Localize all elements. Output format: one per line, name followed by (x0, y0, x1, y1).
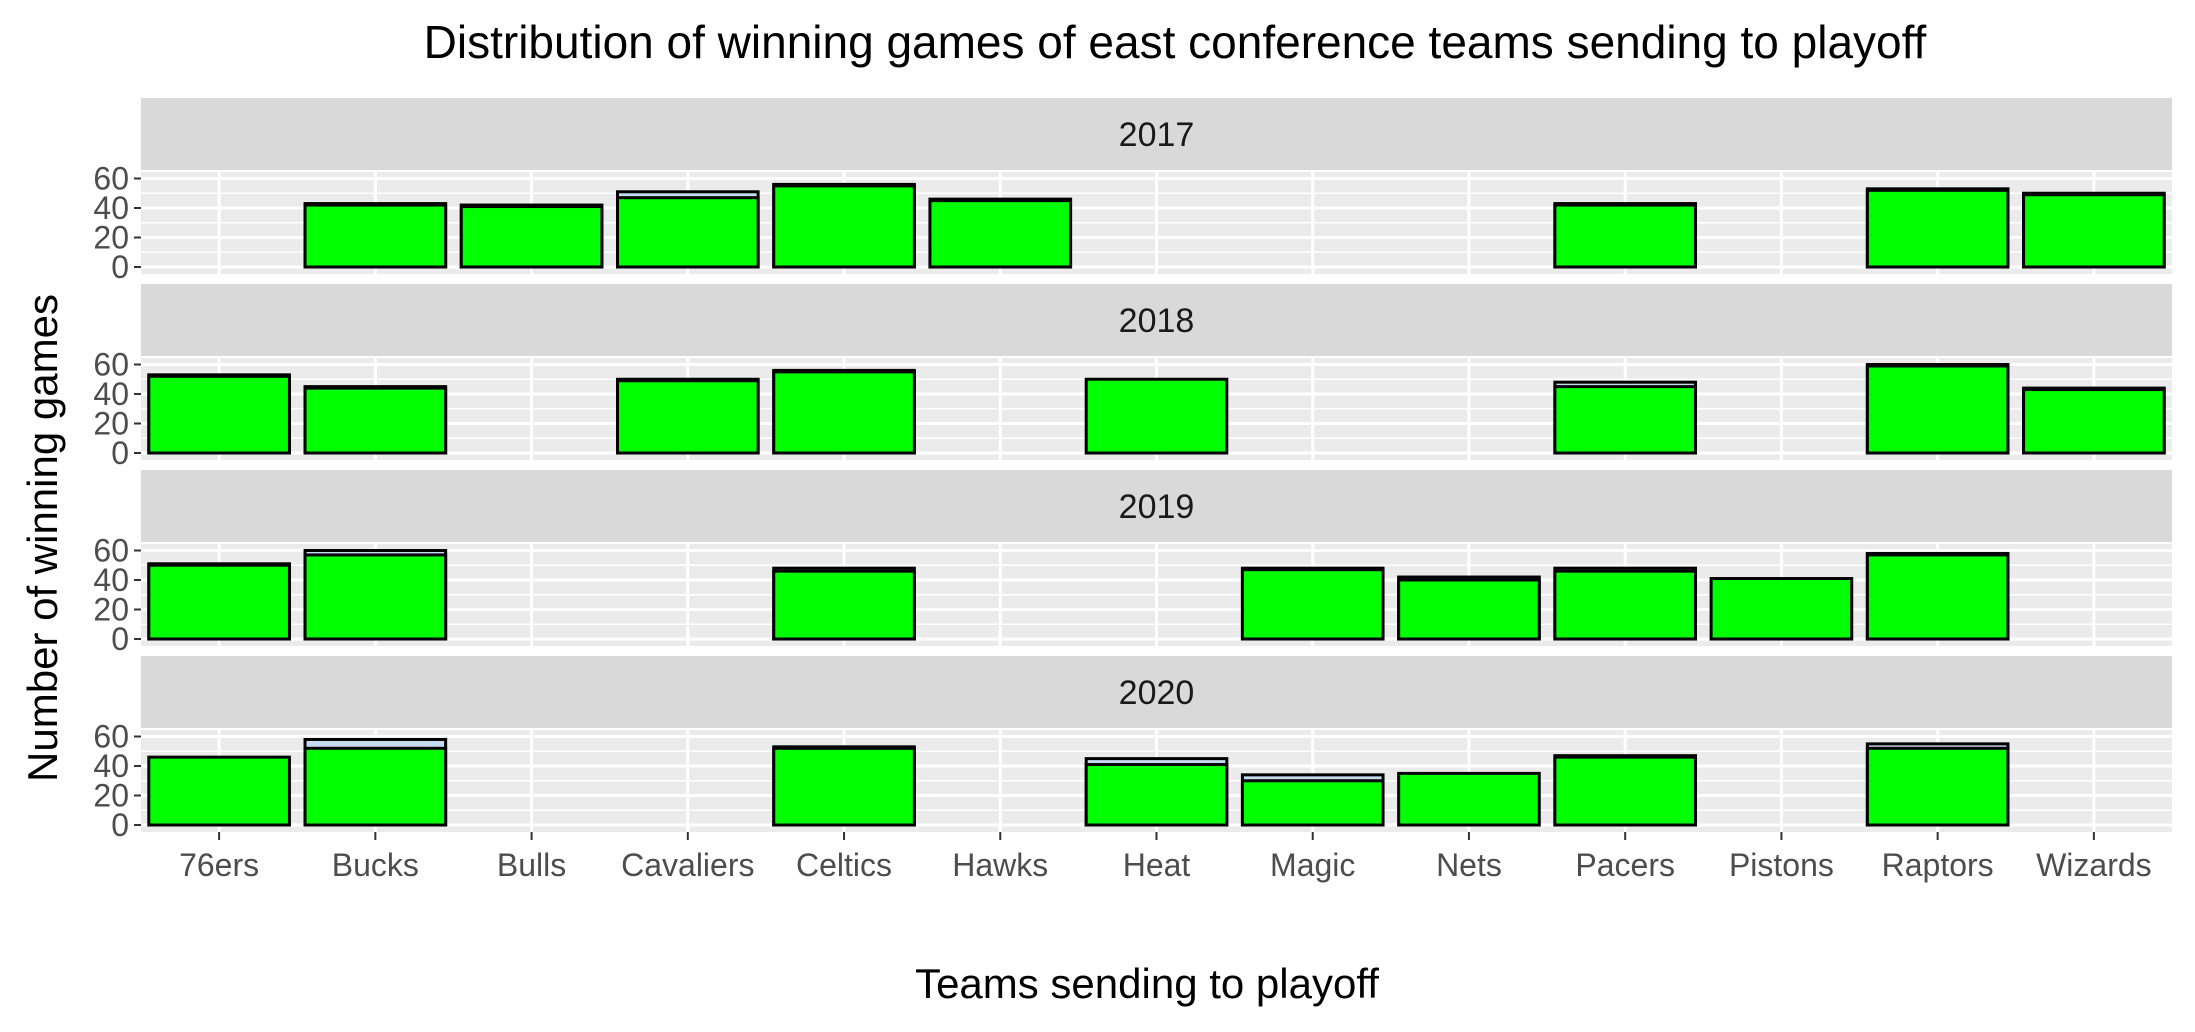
bar-celtics-2019 (772, 569, 916, 641)
y-tick-label: 60 (93, 719, 129, 755)
y-tick-label: 60 (93, 347, 129, 383)
bar-pacers-2019 (1553, 569, 1697, 641)
x-tick-label-magic: Magic (1270, 847, 1355, 883)
bar-raptors-2018 (1865, 364, 2010, 455)
bar-celtics-2017 (772, 184, 916, 269)
y-tick-label: 40 (93, 748, 129, 784)
x-tick-label-bulls: Bulls (497, 847, 566, 883)
facet-strip (141, 656, 2172, 728)
bar-cavaliers-2018 (616, 379, 760, 455)
x-tick-label-celtics: Celtics (796, 847, 892, 883)
x-axis-ticks: 76ers Bucks Bulls Cavaliers Celtics Hawks Heat… (179, 832, 2152, 883)
y-tick-label: 0 (111, 249, 129, 285)
y-tick-label: 0 (111, 435, 129, 471)
y-tick-label: 0 (111, 807, 129, 843)
bar-heat-2020 (1084, 763, 1229, 827)
facet-strip-label: 2020 (1119, 674, 1195, 712)
y-tick-label: 40 (93, 190, 129, 226)
facet-strip-label: 2018 (1119, 302, 1195, 340)
bar-magic-2020 (1240, 779, 1385, 827)
x-tick-label-bucks: Bucks (332, 847, 419, 883)
facet-strip (141, 284, 2172, 356)
bar-celtics-2018 (772, 370, 916, 455)
y-tick-label: 40 (93, 562, 129, 598)
facet-strip (141, 470, 2172, 542)
x-tick-label-hawks: Hawks (952, 847, 1048, 883)
bar-cavaliers-2017 (616, 196, 760, 269)
facet-strip-label: 2019 (1119, 488, 1195, 526)
y-tick-label: 20 (93, 220, 129, 256)
x-tick-label-pacers: Pacers (1575, 847, 1675, 883)
bar-heat-2018 (1084, 377, 1229, 455)
chart-title: Distribution of winning games of east co… (424, 16, 1927, 68)
y-tick-label: 20 (93, 406, 129, 442)
bar-pacers-2018 (1553, 385, 1697, 455)
x-tick-label-raptors: Raptors (1882, 847, 1994, 883)
bar-76ers-2018 (147, 374, 291, 455)
x-tick-label-cavaliers: Cavaliers (621, 847, 754, 883)
bar-wizards-2017 (2022, 193, 2166, 269)
x-tick-label-wizards: Wizards (2036, 847, 2152, 883)
bar-bucks-2020 (303, 746, 448, 827)
bar-76ers-2020 (147, 755, 291, 827)
y-tick-label: 0 (111, 621, 129, 657)
bar-bucks-2017 (303, 203, 448, 269)
facet-strip-label: 2017 (1119, 116, 1195, 154)
bar-bucks-2018 (303, 386, 448, 455)
y-tick-label: 20 (93, 778, 129, 814)
y-tick-label: 60 (93, 533, 129, 569)
x-tick-label-76ers: 76ers (179, 847, 259, 883)
facet-strip (141, 98, 2172, 170)
bar-bucks-2019 (303, 553, 448, 641)
bar-pistons-2019 (1709, 577, 1854, 641)
x-axis-label: Teams sending to playoff (915, 960, 1379, 1007)
bar-pacers-2017 (1553, 203, 1697, 269)
bar-hawks-2017 (928, 199, 1073, 269)
bar-raptors-2019 (1865, 553, 2010, 641)
bar-pacers-2020 (1553, 755, 1697, 827)
facet-panels: 2017020406020180204060201902040602020020… (93, 98, 2172, 843)
bar-raptors-2020 (1865, 746, 2010, 827)
y-tick-label: 40 (93, 376, 129, 412)
bar-bulls-2017 (459, 205, 604, 269)
y-axis-label: Number of winning games (19, 294, 66, 782)
bar-raptors-2017 (1865, 188, 2010, 269)
x-tick-label-nets: Nets (1436, 847, 1502, 883)
x-tick-label-heat: Heat (1123, 847, 1191, 883)
bar-wizards-2018 (2022, 388, 2166, 455)
bar-magic-2019 (1240, 568, 1385, 641)
bar-nets-2019 (1397, 578, 1541, 641)
bar-76ers-2019 (147, 563, 291, 641)
bar-nets-2020 (1397, 771, 1541, 827)
y-tick-label: 60 (93, 161, 129, 197)
x-tick-label-pistons: Pistons (1729, 847, 1834, 883)
bar-celtics-2020 (772, 746, 916, 827)
y-tick-label: 20 (93, 592, 129, 628)
